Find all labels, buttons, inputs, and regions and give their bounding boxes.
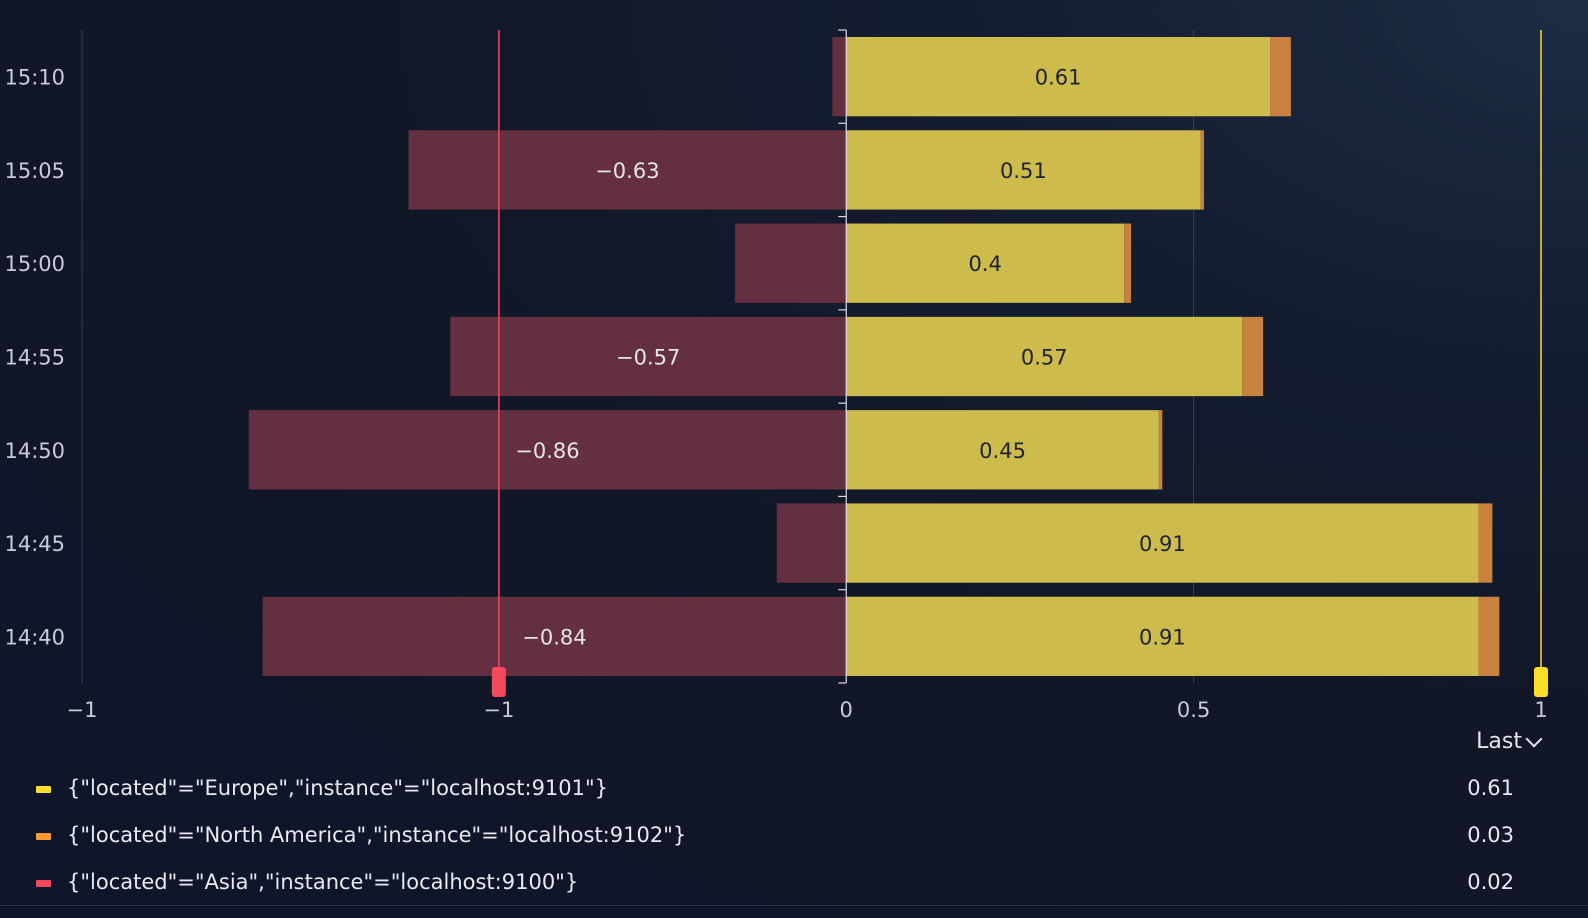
- threshold-marker: [491, 667, 506, 697]
- x-tick-label: −1: [483, 698, 514, 722]
- bar-asia: [832, 36, 847, 117]
- y-tick-label: 15:10: [4, 66, 65, 90]
- bar-value-label: −0.57: [616, 346, 680, 370]
- threshold-layer: [491, 30, 1548, 697]
- y-tick-label: 14:55: [4, 346, 65, 370]
- threshold-marker: [1534, 667, 1548, 697]
- legend-swatch-europe: [36, 786, 51, 793]
- legend-last-value: 0.02: [1467, 870, 1514, 894]
- bar-asia: [248, 410, 847, 490]
- bar-europe: [846, 316, 1243, 397]
- x-tick-label: 1: [1534, 698, 1547, 722]
- bar-value-label: 0.57: [1021, 346, 1068, 370]
- legend-last-value: 0.03: [1467, 823, 1514, 847]
- bar-north-america: [1158, 410, 1163, 490]
- bar-europe: [846, 223, 1125, 303]
- bar-value-label: 0.61: [1035, 66, 1082, 90]
- bar-asia: [408, 130, 847, 210]
- bar-europe: [846, 36, 1271, 117]
- y-tick-label: 14:50: [4, 439, 65, 463]
- legend-series-name[interactable]: {"located"="Asia","instance"="localhost:…: [67, 870, 579, 894]
- bar-value-label: 0.45: [979, 439, 1026, 463]
- legend: {"located"="Europe","instance"="localhos…: [0, 766, 1588, 907]
- bar-value-label: 0.91: [1139, 625, 1186, 649]
- bar-north-america: [1270, 36, 1291, 117]
- x-tick-label: −1: [67, 698, 98, 722]
- legend-swatch-asia: [36, 880, 51, 887]
- legend-item-north-america[interactable]: {"located"="North America","instance"="l…: [0, 813, 1588, 860]
- bar-labels-layer: 0.61 0.51 −0.63 0.4 0.57 −0.57 0.45 −0.86 0.91 0.…: [515, 66, 1185, 650]
- bar-chart: 0.610.51−0.630.40.57−0.570.45−0.860.910.…: [4, 29, 1548, 722]
- legend-sort-header[interactable]: Last: [1476, 729, 1543, 754]
- bars-layer: [248, 36, 1500, 677]
- bar-north-america: [1478, 503, 1493, 583]
- bar-value-label: 0.51: [1000, 159, 1047, 183]
- axis-layer: 15:10 15:05 15:00 14:55 14:50 14:45 14:40 −1 −1 0…: [4, 29, 1548, 722]
- bar-value-label: 0.4: [968, 252, 1001, 276]
- legend-last-value: 0.61: [1467, 776, 1514, 800]
- legend-sort-label: Last: [1476, 729, 1522, 754]
- bar-north-america: [1200, 130, 1205, 210]
- bar-asia: [450, 316, 847, 397]
- bar-value-label: −0.63: [595, 159, 659, 183]
- bar-asia: [262, 596, 847, 677]
- legend-item-europe[interactable]: {"located"="Europe","instance"="localhos…: [0, 766, 1588, 813]
- bar-value-label: 0.91: [1139, 532, 1186, 556]
- legend-series-name[interactable]: {"located"="North America","instance"="l…: [67, 823, 687, 847]
- bar-north-america: [1478, 596, 1500, 677]
- chevron-down-icon: [1525, 730, 1543, 747]
- legend-swatch-north-america: [36, 833, 51, 840]
- y-tick-label: 14:45: [4, 532, 65, 556]
- bar-north-america: [1124, 223, 1132, 303]
- x-tick-label: 0: [840, 698, 853, 722]
- bar-value-label: −0.86: [515, 439, 579, 463]
- y-tick-label: 15:05: [4, 159, 65, 183]
- bar-value-label: −0.84: [522, 625, 586, 649]
- bar-north-america: [1242, 316, 1264, 397]
- legend-series-name[interactable]: {"located"="Europe","instance"="localhos…: [67, 776, 609, 800]
- legend-item-asia[interactable]: {"located"="Asia","instance"="localhost:…: [0, 860, 1588, 907]
- bar-europe: [846, 503, 1479, 583]
- y-tick-label: 14:40: [4, 625, 65, 649]
- bar-europe: [846, 596, 1479, 677]
- panel-bottom-border: [0, 905, 1588, 906]
- bar-europe: [846, 410, 1159, 490]
- bar-asia: [735, 223, 847, 303]
- bar-asia: [776, 503, 847, 583]
- y-tick-label: 15:00: [4, 252, 65, 276]
- x-tick-label: 0.5: [1177, 698, 1210, 722]
- bar-europe: [846, 130, 1201, 210]
